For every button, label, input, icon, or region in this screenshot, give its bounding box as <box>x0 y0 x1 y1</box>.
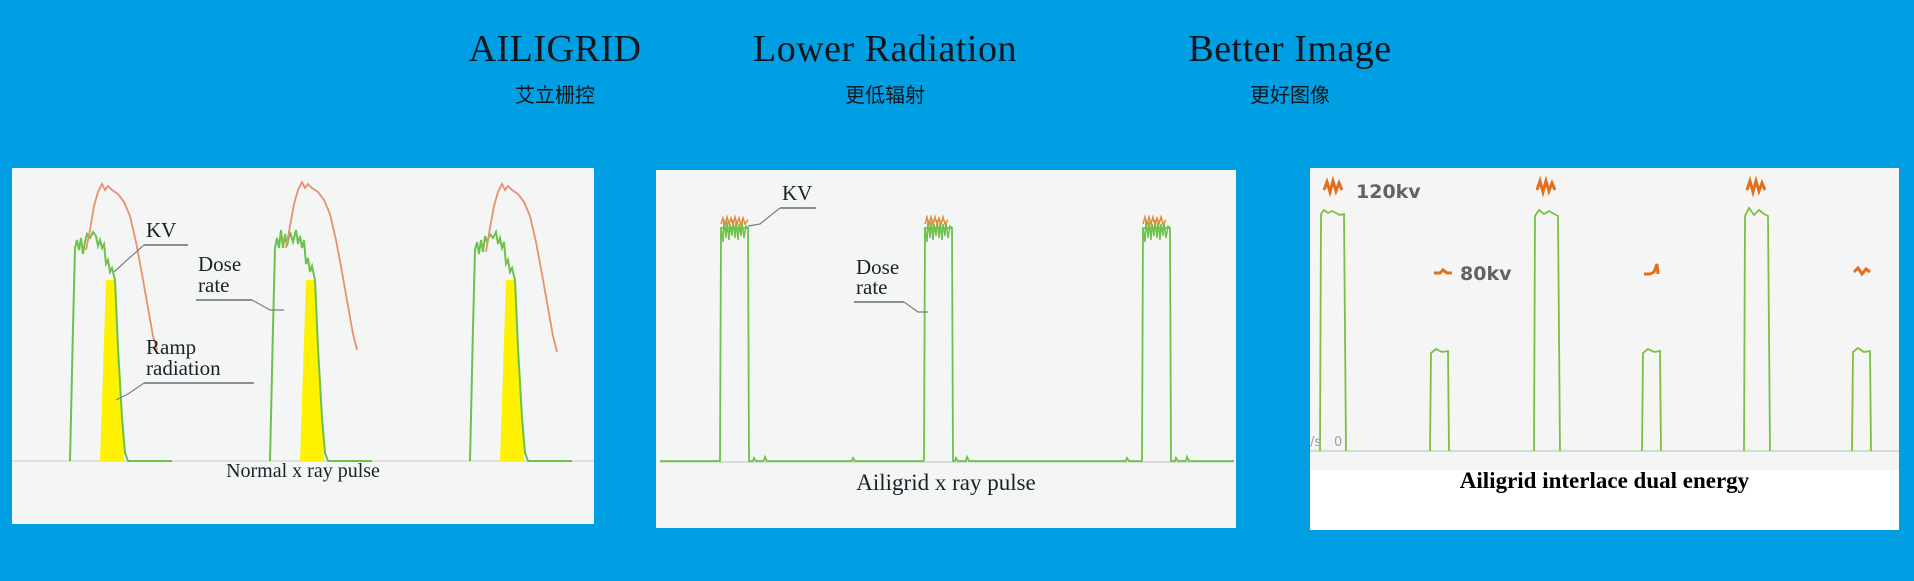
annotation-dose-rate-line2: rate <box>198 273 229 297</box>
annotation-kv-label: KV <box>146 218 176 242</box>
annotation-dose-rate-line1: Dose <box>198 252 241 276</box>
dose-pulse-120kv-1 <box>1319 208 1347 452</box>
header-title-cn-2: 更低辐射 <box>845 83 925 107</box>
chart-ailigrid-x-ray-pulse: KV Dose rate <box>656 170 1236 475</box>
ramp-radiation-area-2 <box>300 280 324 461</box>
dose-pulse-80kv-3 <box>1851 346 1872 452</box>
header-title-en-2: Lower Radiation <box>753 28 1017 70</box>
pulse-group-2 <box>269 179 372 462</box>
dose-rate-trace-2 <box>923 227 1126 462</box>
kv-trace-3 <box>1142 214 1167 228</box>
annotation-ramp-leader <box>115 382 145 401</box>
header-title-en-1: AILIGRID <box>468 28 642 70</box>
pulse-group-3 <box>469 181 572 462</box>
annotation-dose-rate-line1: Dose <box>856 255 899 279</box>
annotation-dose-rate: Dose rate <box>196 252 284 311</box>
plot-background <box>1310 168 1899 470</box>
chart-normal-x-ray-pulse: KV Dose rate Ramp radiation <box>12 168 594 473</box>
axis-zero-label: 0 <box>1334 435 1342 450</box>
dose-pulse-120kv-2 <box>1533 208 1561 452</box>
dose-rate-trace-2 <box>269 229 372 462</box>
dose-pulse-80kv-2 <box>1641 347 1662 452</box>
pulse-group-3 <box>1125 214 1234 462</box>
legend-label-120kv: 120kv <box>1356 181 1421 203</box>
dose-rate-noise-cap-3 <box>1142 219 1171 243</box>
header-title-cn-1: 艾立栅控 <box>515 83 595 107</box>
dose-rate-trace-3 <box>1125 227 1234 462</box>
annotation-kv: KV <box>113 218 188 273</box>
kv-trace-3 <box>485 181 558 353</box>
dose-rate-noise-cap-2 <box>924 219 953 243</box>
dose-rate-noise-cap-1 <box>720 219 749 243</box>
panel-ailigrid-interlace-dual-energy: 120kv 80kv /s 0 Ailigrid interlace dual … <box>1310 168 1899 530</box>
pulse-group-1 <box>660 214 924 462</box>
kv-trace-2 <box>924 214 949 228</box>
annotation-kv-leader <box>113 244 145 273</box>
kv-marker-120kv-2 <box>1535 175 1557 198</box>
kv-marker-80kv-2 <box>1644 263 1660 276</box>
chart-ailigrid-interlace-dual-energy: 120kv 80kv /s 0 <box>1310 168 1899 470</box>
kv-marker-80kv-3 <box>1852 265 1871 277</box>
kv-trace-1 <box>85 181 158 351</box>
dose-pulse-120kv-3 <box>1743 206 1771 452</box>
annotation-dose-rate-leader <box>903 301 928 313</box>
panel-2-caption: Ailigrid x ray pulse <box>856 470 1036 495</box>
axis-unit-label: /s <box>1310 435 1321 450</box>
kv-marker-120kv-3 <box>1745 175 1767 198</box>
annotation-kv-label: KV <box>782 181 812 205</box>
kv-marker-120kv-1 <box>1322 175 1344 198</box>
annotation-ramp-line1: Ramp <box>146 335 196 359</box>
header: AILIGRID 艾立栅控 Lower Radiation 更低辐射 Bette… <box>0 26 1914 136</box>
annotation-dose-rate-line2: rate <box>856 275 887 299</box>
header-block-lower-radiation: Lower Radiation 更低辐射 <box>735 26 1035 112</box>
header-block-ailigrid: AILIGRID 艾立栅控 <box>430 26 680 112</box>
header-block-better-image: Better Image 更好图像 <box>1140 26 1440 112</box>
panel-normal-x-ray-pulse: KV Dose rate Ramp radiation Normal x ray… <box>12 168 594 524</box>
ramp-radiation-area-1 <box>100 280 124 461</box>
kv-trace-2 <box>285 179 358 351</box>
annotation-kv-leader <box>747 207 781 227</box>
annotation-dose-rate: Dose rate <box>854 255 928 313</box>
annotation-ramp-line2: radiation <box>146 356 221 380</box>
dose-rate-trace-1 <box>69 230 172 462</box>
kv-trace-1 <box>720 214 749 228</box>
dose-pulse-80kv-1 <box>1429 347 1450 452</box>
panel-1-caption: Normal x ray pulse <box>226 460 380 482</box>
header-title-en-3: Better Image <box>1188 28 1392 70</box>
panel-ailigrid-x-ray-pulse: KV Dose rate Ailigrid x ray pulse <box>656 170 1236 528</box>
pulse-group-2 <box>923 214 1126 462</box>
annotation-kv: KV <box>747 181 816 227</box>
legend-label-80kv: 80kv <box>1460 263 1512 285</box>
pulse-group-1 <box>69 181 172 462</box>
ramp-radiation-area-3 <box>500 280 524 461</box>
kv-marker-80kv-legend <box>1434 268 1452 275</box>
annotation-dose-rate-leader <box>251 299 284 311</box>
annotation-ramp-radiation: Ramp radiation <box>115 335 254 401</box>
dose-rate-trace-3 <box>469 228 572 462</box>
panel-3-caption: Ailigrid interlace dual energy <box>1459 468 1750 493</box>
header-title-cn-3: 更好图像 <box>1250 83 1330 107</box>
